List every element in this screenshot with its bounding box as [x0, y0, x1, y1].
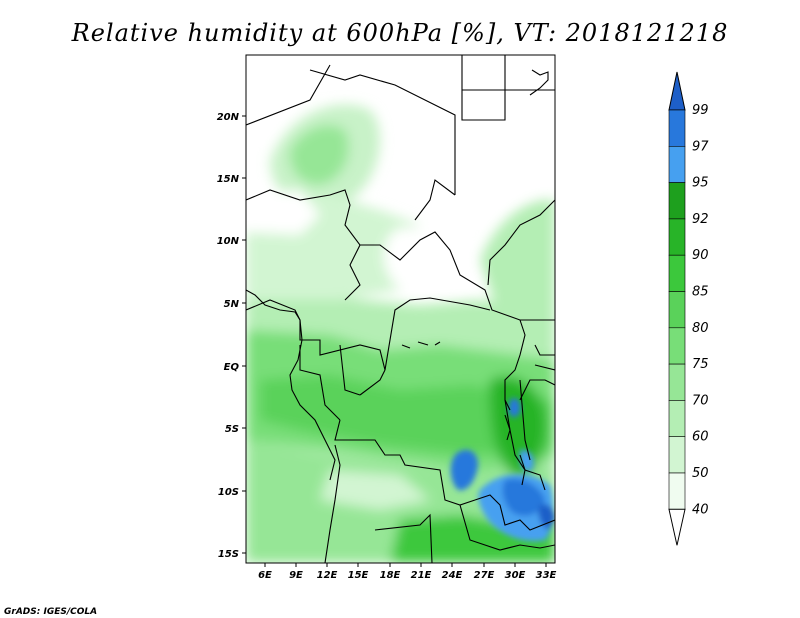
colorbar-segment [668, 363, 686, 401]
coastline [246, 69, 549, 486]
lon-label: 6E [258, 570, 272, 581]
colorbar-label: 95 [692, 176, 709, 191]
lat-label: EQ [224, 362, 240, 373]
lon-label: 21E [411, 570, 432, 581]
lon-label: 27E [474, 570, 495, 581]
colorbar-segment [668, 109, 686, 147]
colorbar-label: 97 [692, 139, 709, 154]
lon-label: 33E [536, 570, 557, 581]
latitude-labels: 20N 15N 10N 5N EQ 5S 10S 15S [217, 112, 240, 560]
country-borders [246, 55, 555, 563]
lon-label: 12E [317, 570, 338, 581]
colorbar-segment [668, 291, 686, 329]
axis-ticks [242, 115, 547, 567]
colorbar-under-triangle [668, 508, 686, 546]
lat-label: 15N [217, 174, 240, 185]
colorbar-label: 99 [692, 103, 709, 118]
colorbar-segment [668, 436, 686, 474]
colorbar: 99 97 95 92 90 85 80 75 70 60 50 40 [668, 71, 709, 546]
colorbar-label: 40 [692, 502, 709, 517]
colorbar-segment [668, 146, 686, 183]
humidity-field [246, 55, 555, 563]
map-panel: 6E 9E 12E 15E 18E 21E 24E 27E 30E 33E 20… [217, 54, 557, 581]
colorbar-label: 90 [692, 248, 709, 263]
lat-label: 5S [225, 424, 239, 435]
colorbar-label: 75 [692, 357, 709, 372]
map-frame [245, 54, 556, 564]
lat-label: 10N [217, 236, 240, 247]
colorbar-label: 85 [692, 285, 709, 300]
colorbar-label: 70 [692, 393, 709, 408]
colorbar-segment [668, 400, 686, 437]
colorbar-segment [668, 327, 686, 365]
colorbar-label: 92 [692, 212, 709, 227]
colorbar-label: 60 [692, 430, 709, 445]
chart-title: Relative humidity at 600hPa [%], VT: 201… [71, 19, 729, 47]
colorbar-label: 80 [692, 321, 709, 336]
colorbar-over-triangle [668, 71, 686, 111]
colorbar-label: 50 [692, 466, 709, 481]
colorbar-segment [668, 472, 686, 510]
lat-label: 20N [217, 112, 240, 123]
lon-label: 24E [442, 570, 463, 581]
lon-label: 30E [505, 570, 526, 581]
longitude-labels: 6E 9E 12E 15E 18E 21E 24E 27E 30E 33E [258, 570, 556, 581]
credit-label: GrADS: IGES/COLA [4, 607, 97, 617]
colorbar-segment [668, 254, 686, 292]
colorbar-segment [668, 218, 686, 256]
colorbar-segment [668, 182, 686, 220]
lon-label: 9E [289, 570, 303, 581]
lat-label: 15S [218, 549, 239, 560]
lon-label: 15E [348, 570, 369, 581]
lat-label: 10S [218, 487, 239, 498]
lat-label: 5N [224, 299, 240, 310]
lon-label: 18E [380, 570, 401, 581]
